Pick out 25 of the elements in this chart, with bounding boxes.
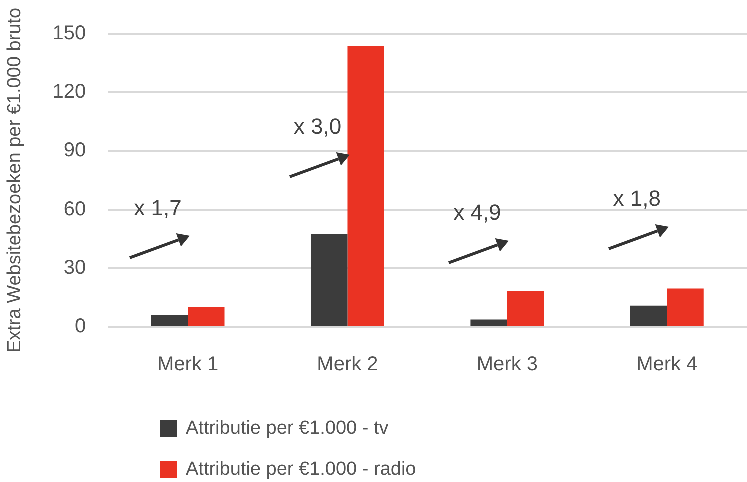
y-tick-label: 60 [64,198,86,220]
bar [188,307,225,326]
annotation: x 1,8 [613,186,661,211]
x-tick-label: Merk 3 [476,354,538,376]
x-tick-label: Merk 1 [157,354,219,376]
y-tick-label: 120 [52,81,86,104]
bar [311,234,348,326]
bar [470,320,508,326]
y-tick-label: 0 [75,316,86,338]
bar [630,306,668,326]
bar [348,46,384,326]
x-tick-label: Merk 4 [636,354,698,376]
annotation: x 1,7 [134,195,182,220]
legend-label: Attributie per €1.000 - radio [186,458,416,480]
annotation: x 3,0 [294,114,342,140]
y-axis-title: Extra Websitebezoeken per €1.000 bruto [4,8,26,354]
bar [667,288,704,326]
x-tick-label: Merk 2 [317,354,378,376]
legend-label: Attributie per €1.000 - tv [186,418,389,440]
bar [507,291,544,326]
y-tick-label: 90 [64,140,86,162]
bar [151,315,188,326]
annotation: x 4,9 [454,200,502,225]
y-tick-label: 150 [52,22,86,45]
y-tick-label: 30 [64,256,86,279]
